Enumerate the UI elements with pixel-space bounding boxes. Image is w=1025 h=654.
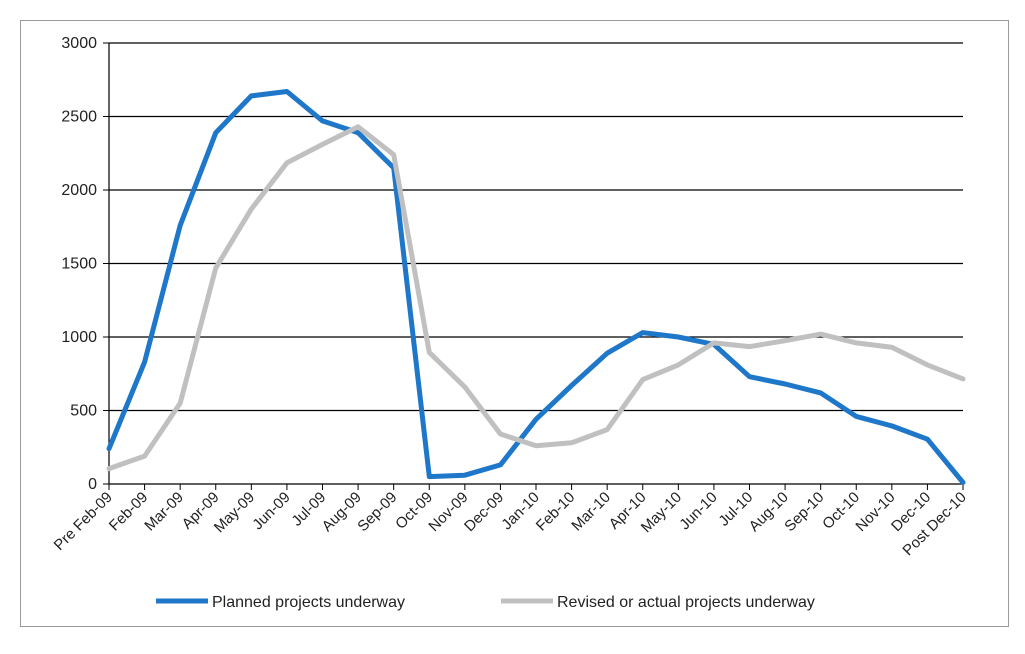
data-point	[854, 414, 859, 419]
data-point	[178, 401, 183, 406]
x-axis-ticks: Pre Feb-09Feb-09Mar-09Apr-09May-09Jun-09…	[51, 484, 970, 559]
data-point	[462, 473, 467, 478]
data-point	[925, 362, 930, 367]
data-point	[818, 390, 823, 395]
legend: Planned projects underway Revised or actu…	[156, 594, 815, 611]
data-point	[462, 384, 467, 389]
x-tick-label: Jun-10	[676, 489, 720, 533]
series-line-0	[106, 89, 966, 485]
x-tick-label: Dec-09	[461, 489, 507, 535]
x-tick-label: Feb-10	[533, 489, 579, 535]
data-point	[640, 330, 645, 335]
data-point	[640, 377, 645, 382]
data-point	[427, 350, 432, 355]
data-point	[284, 160, 289, 165]
gridlines	[109, 42, 963, 412]
y-tick-label: 3000	[61, 35, 97, 52]
data-point	[818, 332, 823, 337]
y-tick-label: 1000	[61, 329, 97, 346]
data-point	[498, 462, 503, 467]
series-line-1	[106, 124, 966, 472]
x-tick-label: May-10	[638, 489, 685, 536]
data-point	[747, 344, 752, 349]
data-point	[142, 359, 147, 364]
data-point	[107, 446, 112, 451]
data-point	[356, 124, 361, 129]
data-point	[320, 118, 325, 123]
data-point	[178, 223, 183, 228]
data-point	[142, 454, 147, 459]
y-tick-label: 1500	[61, 256, 97, 273]
data-point	[213, 265, 218, 270]
data-point	[783, 338, 788, 343]
x-tick-label: Mar-10	[568, 489, 614, 535]
data-point	[605, 351, 610, 356]
data-point	[249, 93, 254, 98]
y-tick-label: 2500	[61, 109, 97, 126]
y-tick-label: 2000	[61, 182, 97, 199]
data-point	[889, 423, 894, 428]
legend-label: Revised or actual projects underway	[557, 594, 815, 611]
legend-label: Planned projects underway	[212, 594, 405, 611]
data-point	[747, 374, 752, 379]
data-point	[284, 89, 289, 94]
data-point	[107, 466, 112, 471]
line-chart: 0 500 1000 1500 2000 2500 3000 Pre Feb-09Feb-0…	[51, 35, 970, 611]
data-point	[783, 382, 788, 387]
data-point	[427, 474, 432, 479]
series-lines	[106, 89, 966, 485]
x-tick-label: Sep-09	[354, 489, 400, 535]
data-point	[961, 480, 966, 485]
data-point	[249, 207, 254, 212]
data-point	[534, 417, 539, 422]
x-tick-label: Feb-09	[106, 489, 152, 535]
data-point	[925, 437, 930, 442]
data-point	[961, 376, 966, 381]
data-point	[534, 443, 539, 448]
data-point	[676, 335, 681, 340]
data-point	[569, 440, 574, 445]
data-point	[320, 142, 325, 147]
data-point	[569, 383, 574, 388]
x-tick-label: Sep-10	[781, 489, 827, 535]
chart-frame: 0 500 1000 1500 2000 2500 3000 Pre Feb-09 Feb-0…	[20, 20, 1009, 627]
data-point	[498, 432, 503, 437]
y-tick-label: 500	[70, 403, 97, 420]
y-axis-ticks: 0 500 1000 1500 2000 2500 3000	[61, 35, 109, 493]
x-tick-label: May-09	[211, 489, 258, 536]
x-tick-label: Jun-09	[249, 489, 293, 533]
data-point	[889, 345, 894, 350]
data-point	[213, 130, 218, 135]
data-point	[605, 427, 610, 432]
data-point	[391, 152, 396, 157]
data-point	[854, 340, 859, 345]
y-tick-label: 0	[88, 476, 97, 493]
x-tick-label: Mar-09	[141, 489, 187, 535]
data-point	[711, 340, 716, 345]
data-point	[676, 362, 681, 367]
